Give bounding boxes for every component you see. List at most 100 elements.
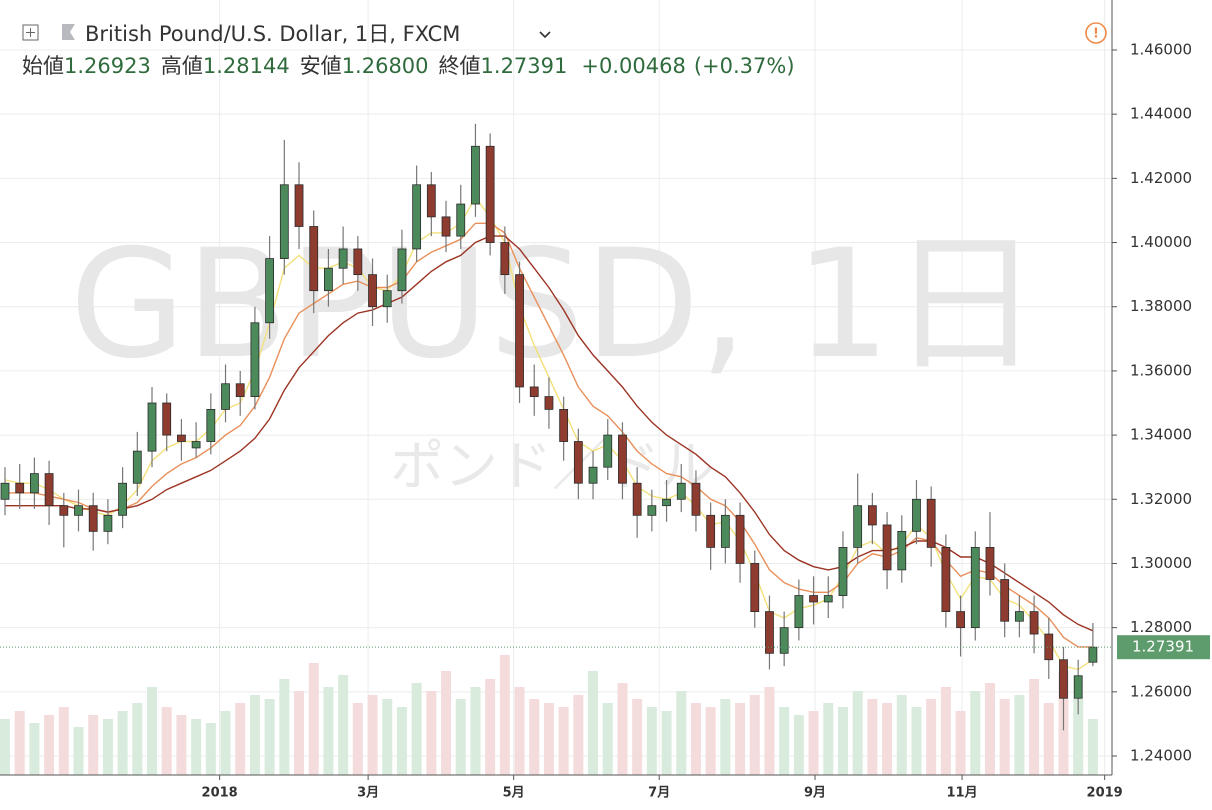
candle-body <box>147 402 157 452</box>
volume-bar <box>29 723 40 775</box>
y-tick-label: 1.24000 <box>1130 747 1192 765</box>
volume-bar <box>294 691 305 775</box>
change-pct: (+0.37%) <box>694 54 795 78</box>
volume-bar <box>661 711 672 775</box>
candle-body <box>294 184 304 227</box>
candle-body <box>353 248 363 276</box>
close-value: 1.27391 <box>481 54 568 78</box>
candle-body <box>1014 611 1024 622</box>
volume-bar <box>161 707 172 775</box>
candle-body <box>456 203 466 237</box>
y-tick-label: 1.42000 <box>1130 169 1192 187</box>
chart-title: British Pound/U.S. Dollar, 1日, FXCM <box>85 22 460 46</box>
alert-icon-mark: ! <box>1093 27 1099 42</box>
dropdown-chevron[interactable] <box>539 31 551 39</box>
volume-bar <box>1029 679 1040 775</box>
candle-body <box>1088 646 1098 663</box>
candle-body <box>779 627 789 654</box>
candle-body <box>15 482 25 494</box>
volume-bar <box>779 707 790 775</box>
candle-body <box>691 482 701 516</box>
volume-bar <box>749 695 760 775</box>
y-tick-label: 1.40000 <box>1130 233 1192 251</box>
volume-bar <box>602 703 613 775</box>
candle-body <box>1000 579 1010 622</box>
candle-body <box>706 514 716 548</box>
watermark-sub: ポンド／ドル <box>390 435 714 498</box>
volume-bar <box>1087 719 1098 775</box>
volume-bar <box>455 699 466 775</box>
volume-bar <box>132 703 143 775</box>
candle-body <box>956 611 965 629</box>
candle-body <box>765 611 774 654</box>
candle-body <box>441 216 451 237</box>
volume-bar <box>867 699 878 775</box>
volume-bar <box>499 655 510 775</box>
candle-body <box>603 434 613 468</box>
x-tick-label: 7月 <box>648 786 670 801</box>
candle-body <box>985 547 995 580</box>
volume-bar <box>14 711 25 775</box>
alert-icon[interactable] <box>1085 22 1107 44</box>
candle-body <box>265 258 275 324</box>
candle-body <box>809 595 818 603</box>
candle-body <box>544 396 554 410</box>
volume-bar <box>1073 699 1084 775</box>
volume-bar <box>411 683 422 775</box>
candle-body <box>897 530 907 571</box>
candle-body <box>471 145 480 205</box>
x-tick-label: 3月 <box>357 786 379 801</box>
volume-bar <box>264 699 275 775</box>
candle-body <box>1029 611 1039 635</box>
volume-bar <box>852 691 863 775</box>
candle-body <box>74 505 83 516</box>
candle-body <box>750 563 760 612</box>
candle-body <box>720 514 730 548</box>
volume-bar <box>882 703 893 775</box>
volume-bar <box>588 671 599 775</box>
volume-bar <box>279 679 290 775</box>
low-value: 1.26800 <box>342 54 429 78</box>
y-tick-label: 1.36000 <box>1130 361 1192 379</box>
volume-bar <box>1043 703 1054 775</box>
candle-body <box>324 267 333 292</box>
candle-body <box>573 441 583 484</box>
candle-body <box>382 290 392 308</box>
high-value: 1.28144 <box>203 54 290 78</box>
volume-bar <box>926 699 937 775</box>
last-price-box <box>1117 635 1210 660</box>
volume-bar <box>323 687 334 775</box>
volume-bar <box>705 707 716 775</box>
volume-bar <box>823 703 834 775</box>
low-label: 安値 <box>300 54 342 78</box>
volume-bar <box>720 699 731 775</box>
candle-body <box>632 482 642 516</box>
volume-bar <box>396 707 407 775</box>
candle-body <box>515 274 524 388</box>
ribbon-line <box>5 222 1093 648</box>
candle-body <box>235 383 245 397</box>
candle-body <box>30 473 39 494</box>
candle-body <box>338 248 348 269</box>
candle-body <box>618 434 627 484</box>
ohlc-header: 始値1.26923 高値1.28144 安値1.26800 終値1.27391 +0.0… <box>22 54 795 78</box>
candle-body <box>647 505 657 516</box>
volume-bar <box>735 703 746 775</box>
x-tick-label: 2019 <box>1087 786 1123 801</box>
open-value: 1.26923 <box>64 54 151 78</box>
add-icon[interactable] <box>22 24 39 41</box>
x-tick-label: 9月 <box>804 786 826 801</box>
candle-body <box>309 226 319 292</box>
candle-body <box>426 184 436 218</box>
candle-body <box>529 386 539 397</box>
y-tick-label: 1.28000 <box>1130 618 1192 636</box>
volume-bar <box>485 679 496 775</box>
volume-bar <box>382 699 393 775</box>
candle-body <box>118 482 128 516</box>
ribbon-line <box>4 196 1094 671</box>
y-tick-label: 1.30000 <box>1130 554 1192 572</box>
candle-body <box>500 242 510 276</box>
watermark: GBPUSD, 1日 <box>70 218 1041 392</box>
volume-bar <box>690 703 701 775</box>
